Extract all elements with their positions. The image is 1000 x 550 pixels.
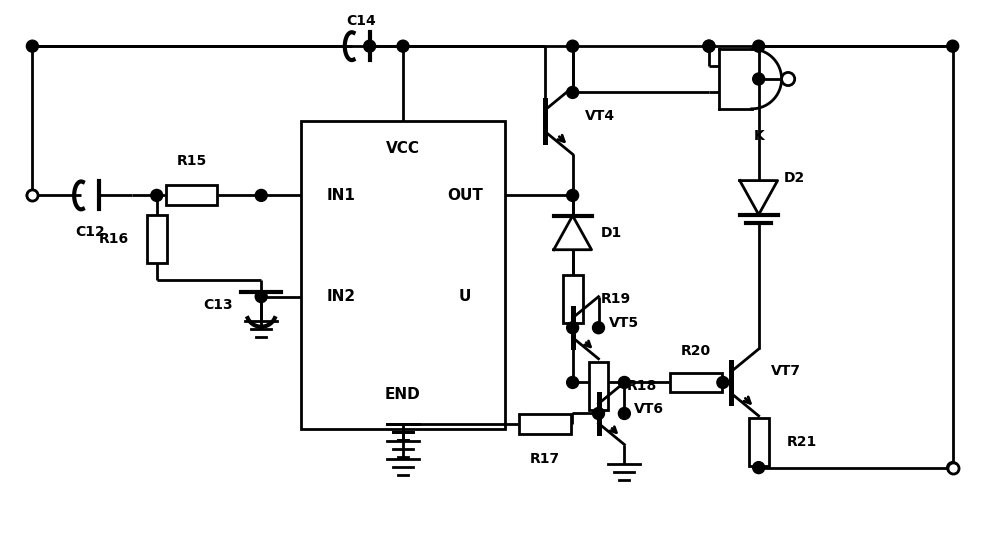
Text: R17: R17: [530, 452, 560, 466]
Circle shape: [618, 408, 630, 420]
Circle shape: [947, 461, 959, 474]
Bar: [147, 215, 167, 263]
Polygon shape: [554, 216, 592, 250]
Text: C13: C13: [204, 298, 233, 312]
Bar: [563, 275, 583, 323]
Text: OUT: OUT: [447, 188, 483, 203]
Circle shape: [397, 40, 409, 52]
Bar: [670, 372, 722, 392]
Circle shape: [593, 408, 604, 420]
Circle shape: [703, 40, 715, 52]
Bar: [589, 362, 608, 410]
Circle shape: [151, 189, 163, 201]
Text: R20: R20: [681, 344, 711, 358]
Circle shape: [753, 73, 765, 85]
Circle shape: [26, 40, 38, 52]
Text: R15: R15: [176, 153, 207, 168]
Text: K: K: [753, 129, 764, 143]
Circle shape: [753, 40, 765, 52]
Circle shape: [255, 290, 267, 303]
Text: D1: D1: [600, 226, 622, 240]
Circle shape: [567, 40, 579, 52]
Text: D2: D2: [784, 170, 805, 185]
Text: C14: C14: [346, 14, 376, 28]
Text: IN1: IN1: [326, 188, 355, 203]
Bar: [519, 414, 571, 434]
Bar: [166, 185, 217, 205]
Bar: [301, 121, 505, 429]
Text: END: END: [385, 387, 421, 402]
Circle shape: [567, 189, 579, 201]
Text: R19: R19: [600, 292, 631, 306]
Circle shape: [717, 377, 729, 388]
Text: R16: R16: [99, 232, 129, 246]
Polygon shape: [740, 180, 778, 214]
Circle shape: [593, 322, 604, 334]
Circle shape: [947, 40, 959, 52]
Circle shape: [782, 73, 795, 86]
Circle shape: [255, 189, 267, 201]
Circle shape: [618, 377, 630, 388]
Text: VT7: VT7: [771, 364, 801, 377]
Text: VT4: VT4: [585, 109, 615, 123]
Text: VCC: VCC: [386, 141, 420, 156]
Circle shape: [567, 86, 579, 98]
Circle shape: [567, 377, 579, 388]
Text: IN2: IN2: [326, 289, 355, 304]
Circle shape: [753, 461, 765, 474]
Circle shape: [703, 40, 715, 52]
Text: R21: R21: [787, 434, 817, 449]
Text: VT5: VT5: [608, 316, 639, 330]
Circle shape: [364, 40, 376, 52]
Text: VT6: VT6: [634, 402, 664, 415]
Bar: [749, 418, 769, 466]
Circle shape: [26, 189, 38, 201]
Text: U: U: [459, 289, 471, 304]
Text: C12: C12: [75, 226, 105, 239]
Text: R18: R18: [626, 379, 657, 393]
Circle shape: [567, 322, 579, 334]
